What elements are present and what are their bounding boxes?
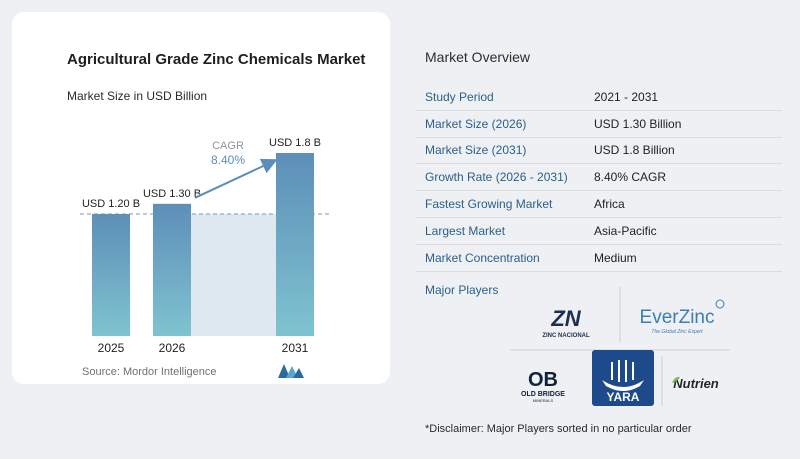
nutrien-leaf-icon [672,376,680,383]
yara-ship-icon [602,380,644,391]
row-value: 2021 - 2031 [594,89,659,104]
old-bridge-logo: OB OLD BRIDGE MINERALS [521,369,565,403]
nutrien-logo: Nutrien [672,376,719,391]
growth-area [191,214,276,336]
row-value: USD 1.8 Billion [594,143,675,158]
players-title: Major Players [425,283,499,297]
old-bridge-text: OLD BRIDGE [521,391,565,398]
data-label-2025: USD 1.20 B [82,198,140,210]
row-key: Market Size (2026) [425,116,527,131]
row-key: Fastest Growing Market [425,197,553,212]
chart-title: Agricultural Grade Zinc Chemicals Market [67,51,366,68]
row-key: Growth Rate (2026 - 2031) [425,170,568,185]
old-bridge-subtext: MINERALS [533,398,554,403]
everzinc-tagline: The Global Zinc Expert [651,329,703,335]
yara-logo: YARA [592,350,654,406]
everzinc-circle-icon [715,299,725,309]
data-label-2026: USD 1.30 B [143,188,201,200]
cagr-label: CAGR [212,140,244,152]
source-text: Source: Mordor Intelligence [82,366,217,378]
zinc-nacional-text: ZINC NACIONAL [542,333,590,339]
row-key: Market Concentration [425,250,540,265]
overview-title: Market Overview [425,49,531,65]
row-key: Market Size (2031) [425,143,527,158]
tick-label-2031: 2031 [282,341,309,355]
zinc-nacional-logo: ZN ZINC NACIONAL [542,306,590,339]
row-value: 8.40% CAGR [594,170,667,185]
row-key: Largest Market [425,223,506,238]
row-value: Africa [594,197,625,212]
row-value: Asia-Pacific [594,223,657,238]
disclaimer-text: *Disclaimer: Major Players sorted in no … [425,423,692,435]
table-row: Market Size (2031) USD 1.8 Billion [416,138,782,165]
old-bridge-mark: OB [528,369,558,391]
table-row: Fastest Growing Market Africa [416,191,782,218]
row-value: Medium [594,250,637,265]
cagr-value: 8.40% [211,153,245,167]
bar-chart: USD 1.20 B 2025 USD 1.30 B 2026 USD 1.8 B 203… [80,137,330,355]
table-row: Market Size (2026) USD 1.30 Billion [416,111,782,138]
data-label-2031: USD 1.8 B [269,137,321,149]
bar-2026 [153,203,191,336]
bar-2031 [276,153,314,336]
row-value: USD 1.30 Billion [594,116,682,131]
cagr-arrow [194,158,278,199]
chart-subtitle: Market Size in USD Billion [67,89,208,103]
table-row: Market Concentration Medium [416,245,782,272]
table-row: Largest Market Asia-Pacific [416,218,782,245]
row-key: Study Period [425,89,494,104]
zinc-nacional-mark: ZN [550,306,581,331]
tick-label-2026: 2026 [159,341,186,355]
everzinc-logo: EverZinc The Global Zinc Expert [640,299,725,335]
table-row: Growth Rate (2026 - 2031) 8.40% CAGR [416,164,782,192]
overview-table: Study Period 2021 - 2031 Market Size (202… [416,84,782,272]
tick-label-2025: 2025 [98,341,125,355]
bar-2025 [92,214,130,336]
mordor-logo-icon [278,364,304,378]
nutrien-text: Nutrien [673,376,719,391]
everzinc-mark: EverZinc [640,307,715,328]
yara-text: YARA [607,390,640,404]
table-row: Study Period 2021 - 2031 [416,84,782,111]
